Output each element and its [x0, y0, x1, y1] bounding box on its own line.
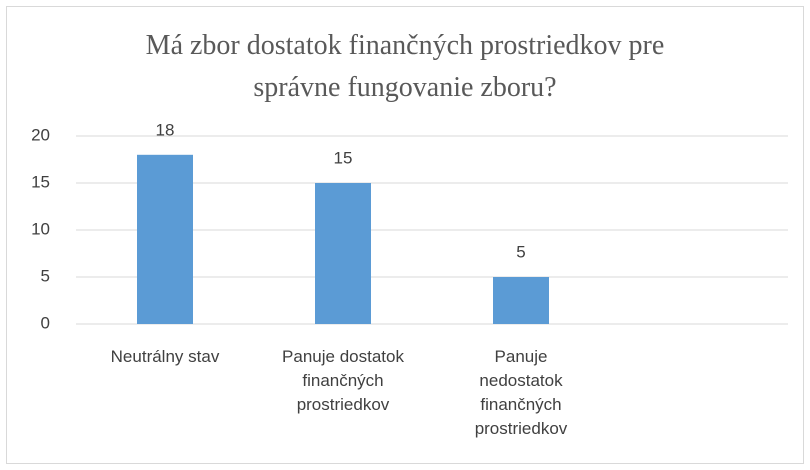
y-tick-label: 15: [31, 172, 50, 191]
x-tick-label: Neutrálny stav: [111, 347, 220, 366]
y-tick-label: 5: [41, 266, 50, 285]
data-label: 5: [516, 242, 525, 261]
bar: [137, 154, 193, 324]
bar: [315, 183, 371, 324]
bar: [493, 277, 549, 324]
chart-title: Má zbor dostatok finančných prostriedkov…: [146, 30, 665, 103]
y-tick-label: 0: [41, 313, 50, 332]
x-tick-label: Panuje nedostatok finančných prostriedkov: [475, 347, 568, 438]
x-tick-label: Panuje dostatok finančných prostriedkov: [282, 347, 404, 414]
data-label: 18: [156, 120, 175, 139]
y-tick-label: 20: [31, 125, 50, 144]
y-tick-label: 10: [31, 219, 50, 238]
data-label: 15: [334, 148, 353, 167]
